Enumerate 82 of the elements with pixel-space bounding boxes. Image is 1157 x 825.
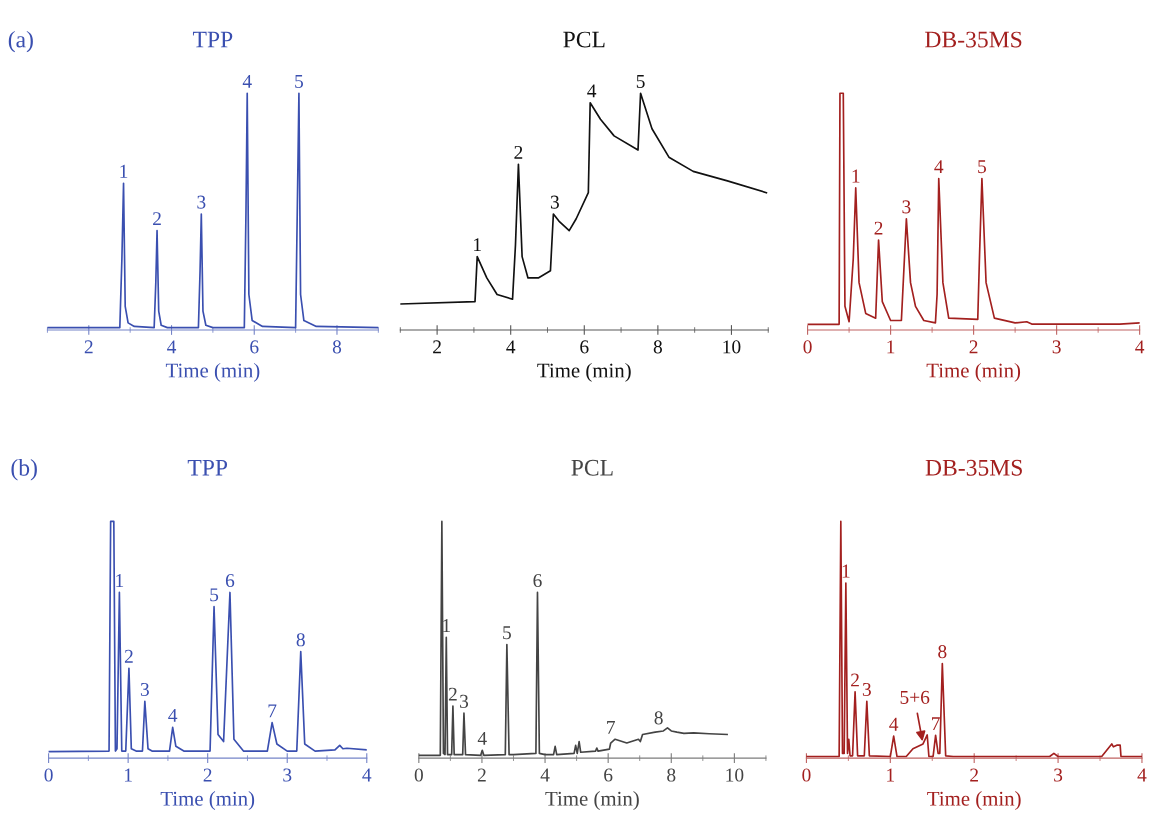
x-tick-label: 2 [84,340,93,354]
annotation: 3 [862,682,871,697]
annotation: 7 [607,720,615,734]
annotation: 2 [851,673,859,687]
annotation: 1 [842,564,850,578]
annotation: 5 [503,626,511,640]
annotation: 2 [153,212,161,226]
x-tick-label: 0 [414,768,423,782]
annotation: 3 [550,195,559,209]
x-axis-title: Time (min) [545,791,639,810]
x-tick-label: 3 [1054,768,1063,782]
x-tick-label: 4 [506,340,516,354]
annotation: 5 [210,588,219,602]
annotation: 4 [242,74,252,88]
annotation: 7 [268,704,277,718]
x-tick-label: 10 [726,768,744,782]
annotation: 8 [296,633,305,647]
x-tick-label: 4 [362,768,372,782]
x-tick-label: 10 [723,340,741,354]
annotation: 5+6 [900,690,930,704]
annotation: 1 [116,574,124,587]
x-tick-label: 8 [653,340,662,354]
x-tick-label: 1 [887,768,895,782]
x-tick-label: 4 [540,768,550,782]
x-axis-title: Time (min) [927,791,1021,810]
x-tick-label: 2 [203,768,212,782]
x-tick-label: 6 [250,340,259,354]
annotation: 5 [295,75,304,88]
x-tick-label: 3 [283,768,292,782]
annotation: 4 [477,732,487,745]
x-tick-label: 0 [802,768,811,782]
annotation: 5 [636,75,645,88]
annotation: 7 [932,717,940,730]
x-tick-label: 4 [1135,340,1145,354]
annotation: 2 [124,649,133,663]
x-tick-label: 3 [1052,340,1061,354]
chart-title: TPP [187,459,228,476]
x-tick-label: 0 [44,768,53,782]
x-tick-label: 6 [604,768,613,782]
annotation: 3 [902,200,911,214]
x-tick-label: 1 [887,340,895,354]
annotation: 5 [978,160,987,174]
x-axis-title: Time (min) [165,362,260,382]
x-tick-label: 8 [667,768,676,782]
annotation: 1 [120,164,128,178]
text: (a) [8,30,33,53]
annotation: 3 [140,682,149,697]
x-tick-label: 1 [124,768,132,782]
x-tick-label: 2 [433,340,441,354]
x-axis-title: Time (min) [926,362,1021,382]
chart-title: PCL [571,459,613,476]
annotation: 1 [852,169,860,183]
annotation: 2 [514,145,523,159]
annotation: 6 [225,574,235,588]
annotation: 8 [938,645,947,659]
x-axis-title: Time (min) [537,362,631,382]
annotation: 6 [533,574,542,588]
annotation: 4 [587,84,597,98]
x-axis-title: Time (min) [160,791,255,810]
annotation: 1 [443,619,450,632]
annotation: 8 [654,711,663,725]
chart-title: PCL [563,31,605,48]
x-tick-label: 4 [1137,768,1147,782]
x-tick-label: 2 [477,768,486,782]
annotation: 3 [460,694,469,708]
x-tick-label: 0 [803,340,812,354]
chart-title: DB-35MS [925,459,1022,476]
x-tick-label: 8 [332,340,342,354]
x-tick-label: 2 [970,768,978,782]
x-tick-label: 6 [580,340,589,354]
annotation: 1 [474,238,481,252]
chart-title: TPP [192,31,233,48]
text: (b) [11,459,37,481]
x-tick-label: 2 [969,340,978,354]
annotation: 4 [168,709,178,722]
annotation: 2 [448,687,457,701]
annotation: 4 [934,160,944,173]
annotation: 4 [889,717,899,731]
annotation: 2 [874,221,883,235]
annotation: 3 [197,195,206,209]
x-tick-label: 4 [167,340,177,354]
chart-title: DB-35MS [925,31,1022,48]
